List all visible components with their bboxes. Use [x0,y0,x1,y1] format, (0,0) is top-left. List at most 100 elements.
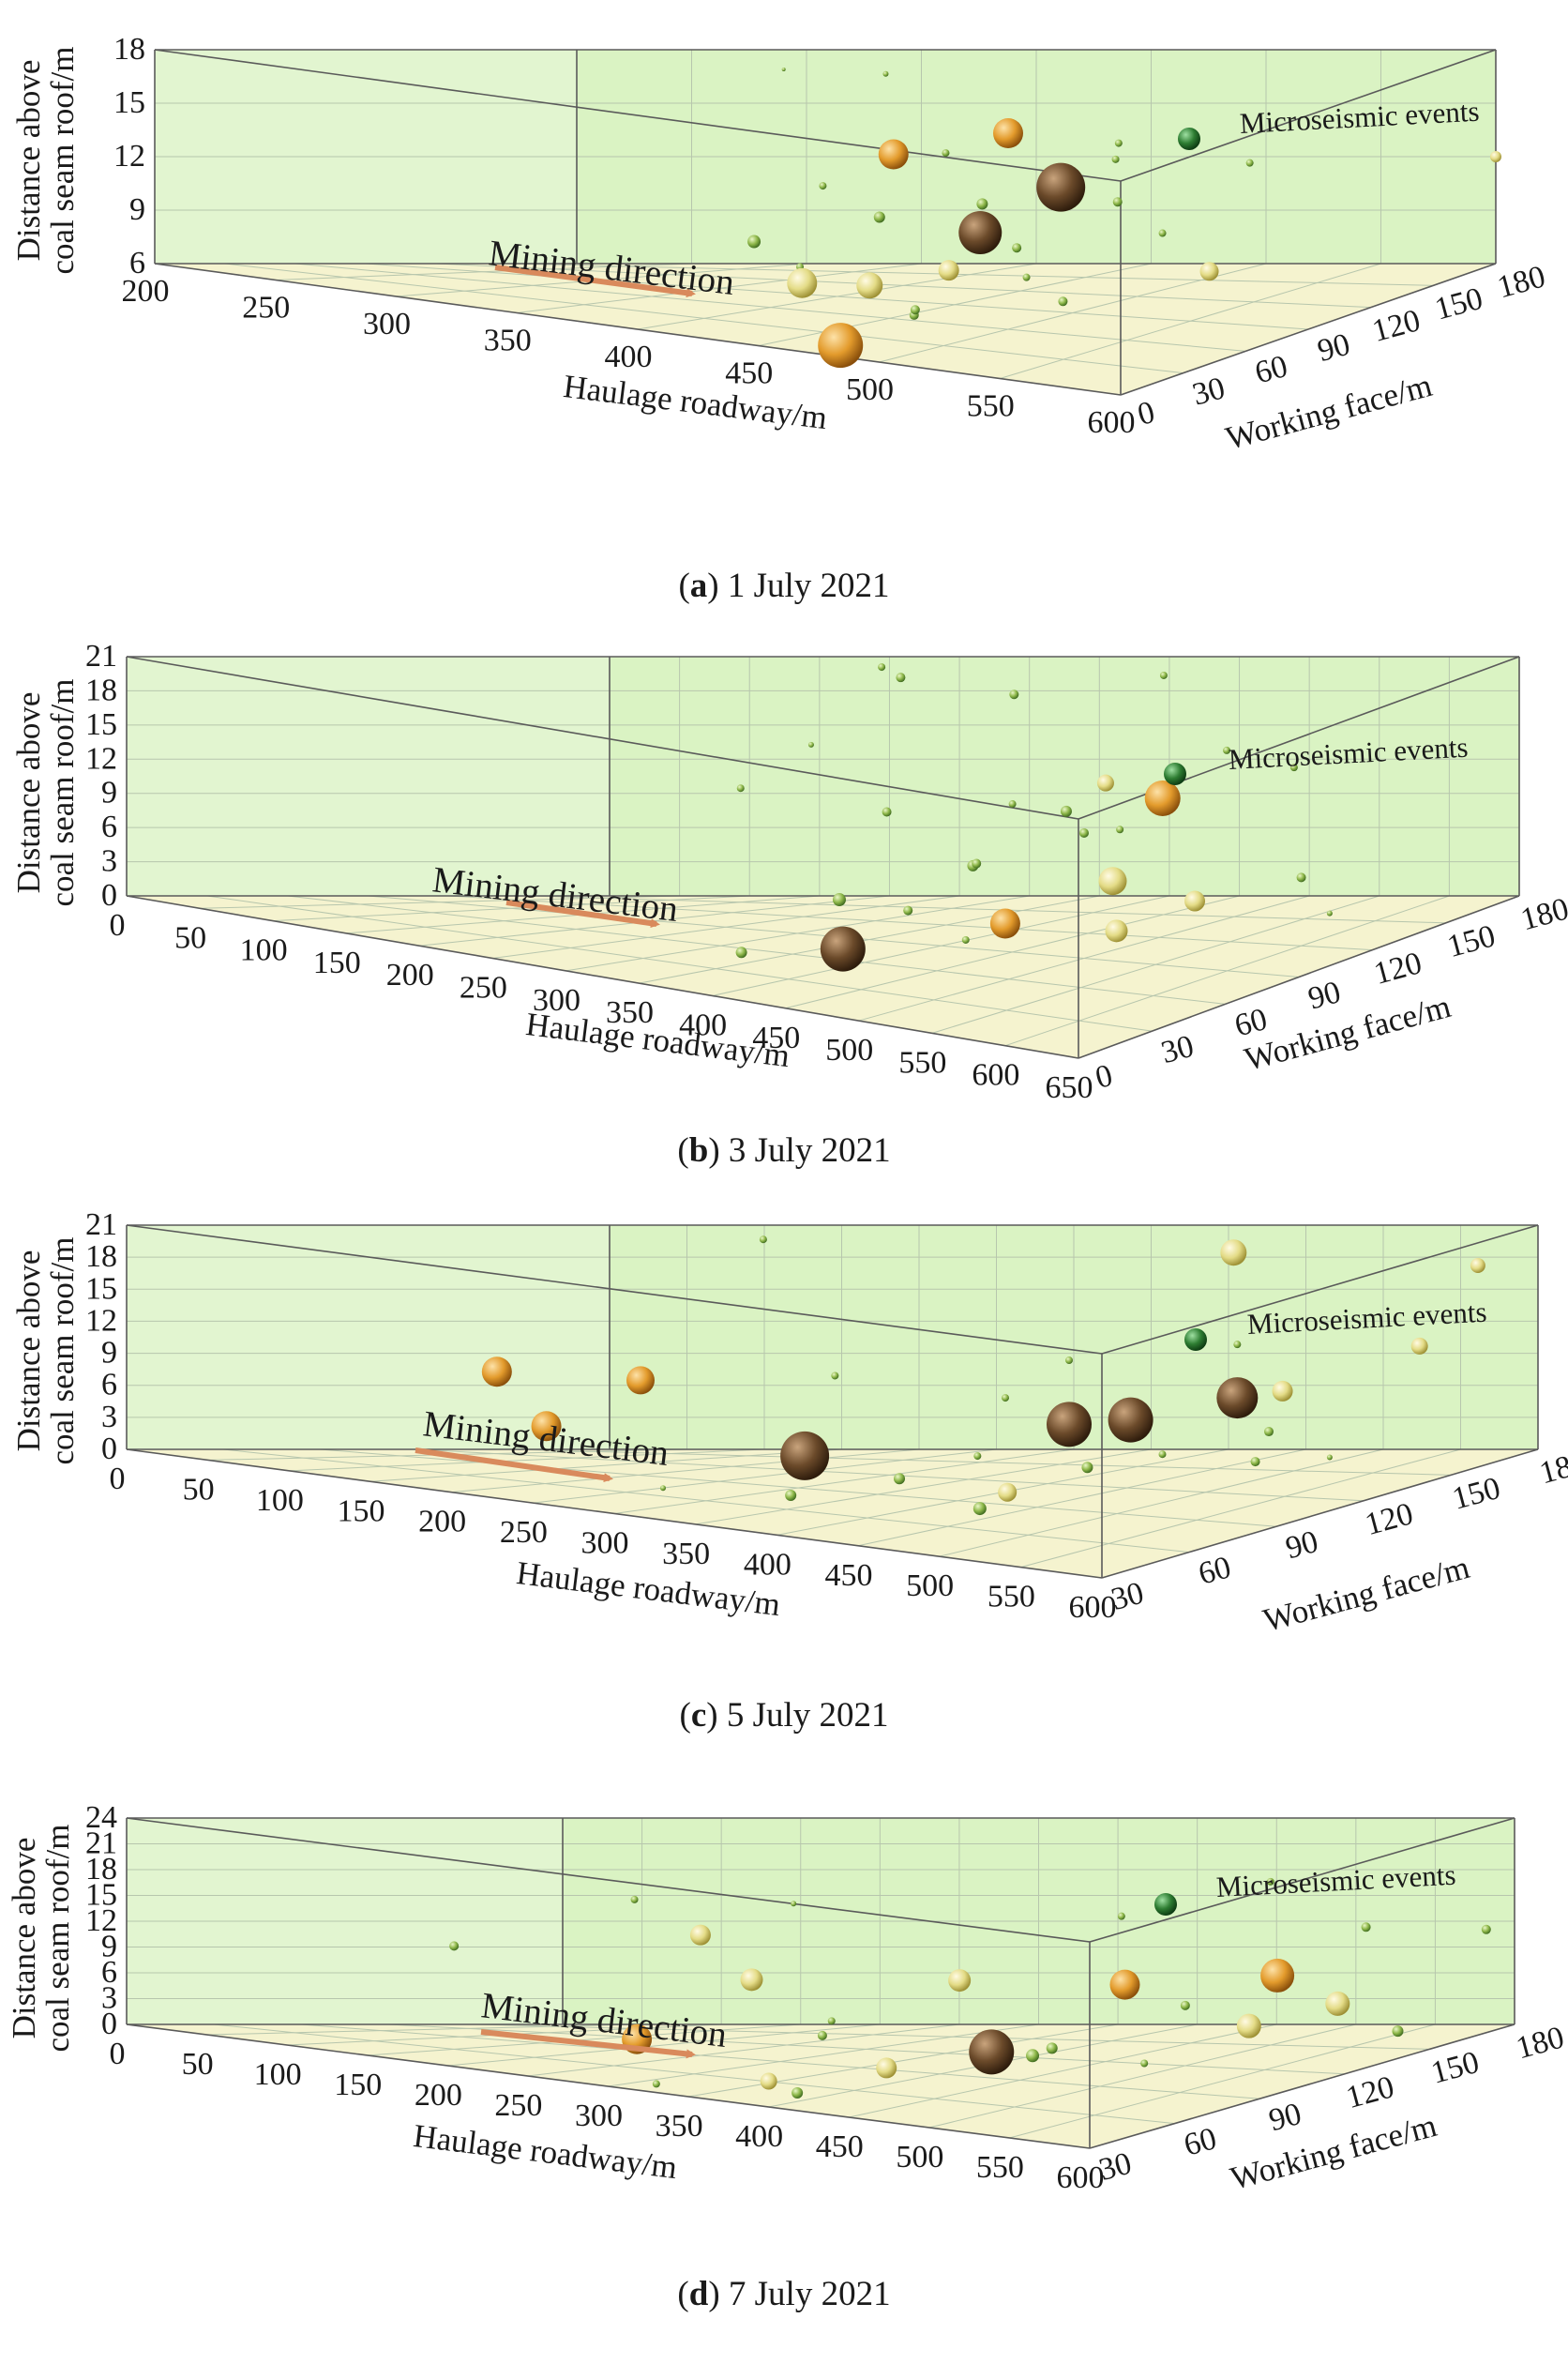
panel-caption: (a) 1 July 2021 [678,567,889,605]
y-tick-label: 120 [1362,1496,1417,1542]
mining-direction-arrow [494,265,696,298]
event-marker [989,908,1020,939]
event-marker [948,1969,972,1993]
box-edge [126,895,1079,1059]
event-marker [938,260,959,281]
event-marker [1144,780,1181,816]
event-marker [1117,1912,1125,1920]
floor-grid-x [695,1448,1152,1525]
floor-grid-x [849,2023,1277,2118]
z-tick-label: 9 [101,776,117,811]
z-tick-label: 15 [85,707,117,742]
left-wall [127,657,610,896]
z-tick-label: 12 [113,139,145,174]
event-marker [942,149,950,158]
event-marker [1116,826,1124,834]
panel-caption: (c) 5 July 2021 [679,1696,888,1735]
event-marker [1326,910,1333,917]
floor-grid-x [928,2023,1356,2129]
y-tick-label: 180 [1494,259,1549,305]
event-marker [831,1371,839,1380]
event-marker [1012,243,1022,253]
x-tick-label: 400 [605,340,653,374]
box-edge [1120,263,1497,396]
box-edge [126,1448,1103,1579]
z-tick-label: 12 [85,1303,117,1338]
event-marker [903,905,913,916]
z-axis-label: Distance abovecoal seam roof/m [10,47,81,275]
x-tick-label: 350 [656,2109,703,2144]
floor-grid-y [206,895,1153,1032]
y-tick-label: 90 [1265,2097,1304,2139]
event-marker [1236,2013,1261,2038]
y-tick-label: 180 [1513,2020,1568,2066]
event-marker [1158,229,1167,237]
event-marker [878,139,909,170]
z-tick-label: 3 [101,844,117,879]
floor-grid-x [533,1448,997,1504]
event-marker [1078,827,1089,838]
event-marker [972,1502,987,1516]
event-marker [785,1489,797,1501]
floor-grid-x [369,1448,842,1482]
floor-grid-x [688,2023,1119,2098]
event-marker [819,182,827,190]
x-tick-label: 500 [825,1033,873,1068]
panel-b: 0 50 100 150 200 250 300 350 400 450 500 550 600 6500… [10,639,1568,1170]
panel-c: 0 50 100 150 200 250 300 350 400 450 500 550 6003060… [10,1207,1568,1735]
z-tick-label: 21 [85,1207,117,1242]
event-marker [1022,273,1031,281]
event-marker [1046,2042,1058,2054]
box-edge [154,263,1122,396]
z-tick-label: 21 [85,1826,117,1861]
floor-grid-y [287,895,1226,1005]
event-marker [1002,1394,1009,1402]
event-marker [1159,671,1168,679]
event-marker [1264,1427,1274,1437]
y-tick-label: 120 [1369,303,1425,349]
box-edge [126,1224,1103,1355]
y-tick-label: 90 [1314,327,1353,370]
x-tick-label: 300 [363,307,411,341]
event-marker [882,807,892,817]
x-tick-label: 50 [174,920,206,955]
event-marker [787,267,818,298]
event-marker [976,198,988,210]
floor-grid-x [289,1448,765,1472]
event-marker [1109,1969,1140,2000]
legend-marker [1164,763,1186,785]
z-tick-label: 18 [113,32,145,67]
event-marker [1199,262,1219,281]
x-tick-label: 400 [735,2119,783,2154]
event-marker [969,2029,1015,2075]
y-axis-label: Working face/m [1222,367,1436,457]
z-tick-label: 24 [85,1800,117,1835]
y-tick-label: 0 [1092,1058,1116,1096]
event-marker [689,1924,711,1946]
event-marker [1361,1922,1371,1932]
events [481,1235,1485,1516]
floor-grid-y [294,263,1246,352]
event-marker [1272,1380,1293,1402]
floor-grid-y [512,1448,1452,1476]
floor-grid-x [608,2023,1039,2087]
z-tick-label: 6 [101,810,117,844]
event-marker [910,305,920,315]
mining-direction-arrow [415,1447,613,1483]
x-tick-label: 150 [313,946,361,980]
mining-direction-arrow [480,2029,696,2059]
event-marker [896,673,906,683]
x-tick-label: 0 [110,908,126,943]
event-marker [740,1968,763,1992]
floor-grid-y [435,263,1371,309]
y-tick-label: 90 [1304,975,1344,1017]
event-marker [882,70,889,77]
event-marker [1111,155,1120,163]
event-marker [1326,1454,1333,1461]
x-tick-label: 450 [825,1558,873,1593]
z-tick-label: 15 [113,85,145,120]
legend-marker [1184,1328,1207,1351]
x-tick-label: 350 [606,995,654,1030]
event-marker [1233,1341,1242,1349]
event-marker [1250,1457,1260,1467]
